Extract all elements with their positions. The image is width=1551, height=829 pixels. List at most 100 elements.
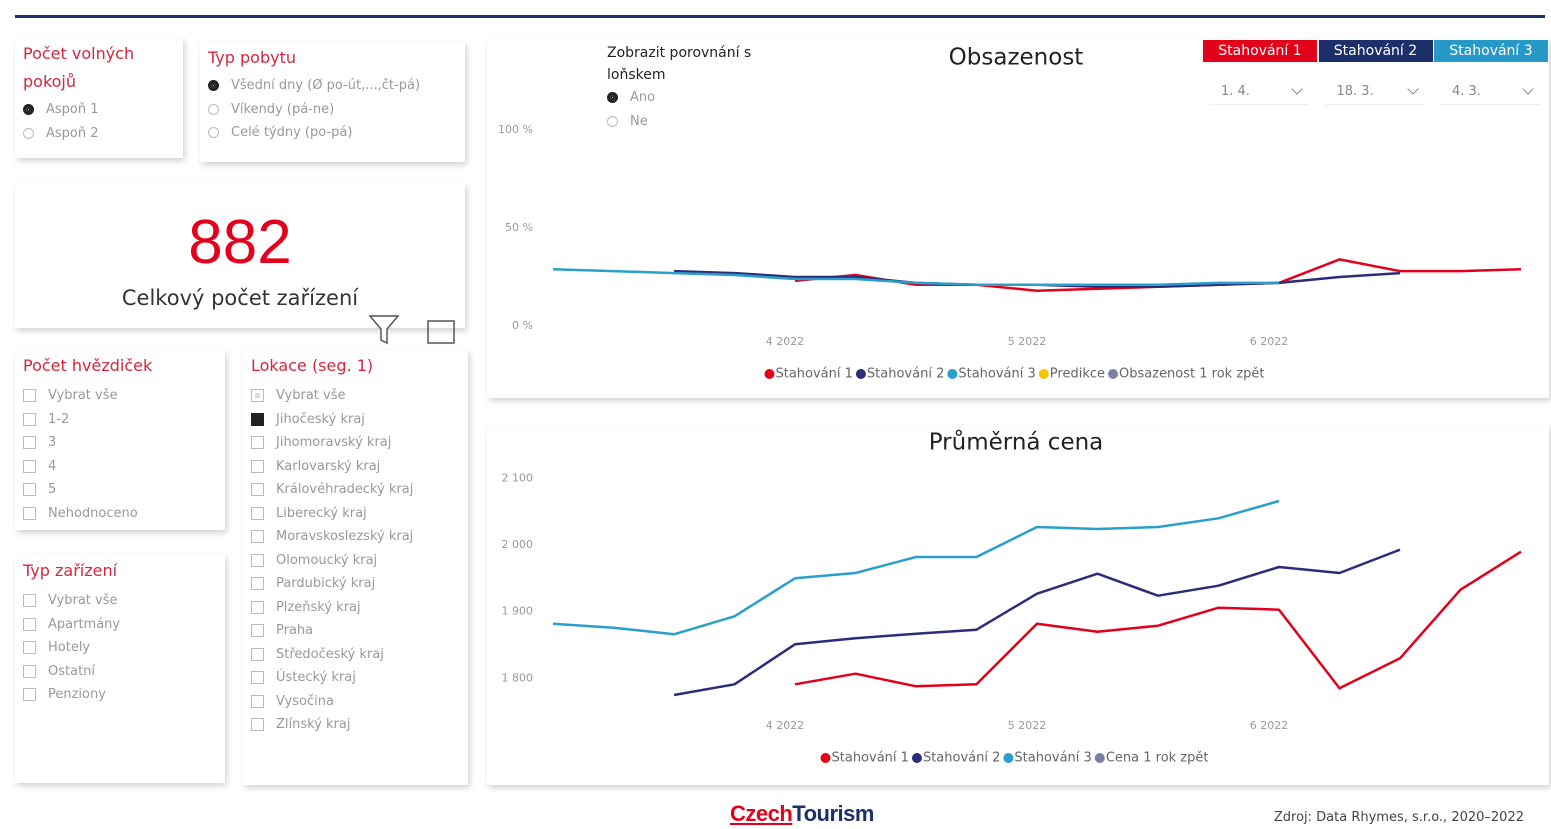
download-tab[interactable]: Stahování 3: [1434, 40, 1548, 62]
item-label[interactable]: Jihočeský kraj: [276, 411, 365, 427]
item-label[interactable]: Liberecký kraj: [276, 505, 367, 521]
checkbox[interactable]: [251, 553, 264, 567]
radio[interactable]: [23, 127, 34, 139]
visual-icons[interactable]: [368, 313, 458, 347]
item-label[interactable]: Ano: [630, 90, 656, 105]
checkbox[interactable]: [23, 412, 36, 426]
checkbox[interactable]: [251, 506, 264, 520]
slicer-item[interactable]: Víkendy (pá-ne): [208, 98, 457, 122]
checkbox[interactable]: [23, 641, 36, 655]
radio[interactable]: [208, 127, 219, 139]
download-tab[interactable]: Stahování 1: [1203, 40, 1317, 62]
slicer-item[interactable]: Celé týdny (po-pá): [208, 121, 457, 145]
item-label[interactable]: Praha: [276, 623, 314, 638]
item-label[interactable]: Středočeský kraj: [276, 646, 384, 662]
checkbox[interactable]: [251, 600, 264, 614]
chevron[interactable]: [1406, 83, 1419, 95]
slicer-item[interactable]: Liberecký kraj: [251, 502, 460, 526]
checkbox[interactable]: [251, 436, 264, 450]
slicer-item[interactable]: Královéhradecký kraj: [251, 478, 460, 502]
slicer-item[interactable]: 1-2: [23, 408, 217, 432]
checkbox[interactable]: [251, 412, 264, 426]
slicer-item[interactable]: 3: [23, 431, 217, 455]
slicer-item[interactable]: Nehodnoceno: [23, 502, 217, 526]
dropdown-value[interactable]: 1. 4.: [1221, 84, 1250, 99]
slicer-item[interactable]: Vybrat vše: [23, 384, 217, 408]
checkbox[interactable]: [251, 577, 264, 591]
item-label[interactable]: Apartmány: [48, 616, 121, 632]
radio[interactable]: [607, 92, 618, 104]
item-label[interactable]: Plzeňský kraj: [276, 599, 361, 615]
checkbox[interactable]: [23, 436, 36, 450]
checkbox[interactable]: [23, 664, 36, 678]
item-label[interactable]: Ostatní: [48, 663, 96, 679]
item-label[interactable]: 3: [48, 435, 57, 450]
item-label[interactable]: Ústecký kraj: [276, 670, 356, 685]
checkbox[interactable]: [251, 647, 264, 661]
checkbox[interactable]: [251, 459, 264, 473]
checkbox[interactable]: [23, 389, 36, 403]
item-label[interactable]: Vybrat vše: [276, 388, 346, 403]
radio[interactable]: [23, 104, 34, 116]
filter-icon[interactable]: [368, 315, 400, 345]
slicer-item[interactable]: Všední dny (Ø po-út,...,čt-pá): [208, 74, 457, 98]
slicer-item[interactable]: Vysočina: [251, 690, 460, 714]
item-label[interactable]: Hotely: [48, 640, 91, 655]
slicer-item[interactable]: Jihomoravský kraj: [251, 431, 460, 455]
slicer-item[interactable]: Plzeňský kraj: [251, 596, 460, 620]
item-label[interactable]: Karlovarský kraj: [276, 458, 381, 474]
dropdown-value[interactable]: 4. 3.: [1452, 84, 1481, 99]
radio[interactable]: [208, 103, 219, 115]
item-label[interactable]: Olomoucký kraj: [276, 552, 378, 568]
checkbox[interactable]: [23, 483, 36, 497]
chevron[interactable]: [1522, 83, 1534, 95]
item-label[interactable]: Pardubický kraj: [276, 576, 376, 591]
item-label[interactable]: Nehodnoceno: [48, 505, 138, 521]
slicer-item[interactable]: 5: [23, 478, 217, 502]
slicer-item[interactable]: Praha: [251, 619, 460, 643]
checkbox[interactable]: [251, 694, 264, 708]
slicer-item[interactable]: Karlovarský kraj: [251, 455, 460, 479]
item-label[interactable]: Aspoň 2: [46, 125, 99, 141]
item-label[interactable]: Vybrat vše: [48, 593, 118, 608]
slicer-item[interactable]: Apartmány: [23, 613, 217, 637]
chevron[interactable]: [1291, 83, 1303, 95]
slicer-item[interactable]: Středočeský kraj: [251, 643, 460, 667]
checkbox[interactable]: [23, 459, 36, 473]
radio[interactable]: [607, 115, 618, 127]
radio[interactable]: [208, 80, 219, 92]
slicer-item[interactable]: Penziony: [23, 683, 217, 707]
item-label[interactable]: Všední dny (Ø po-út,...,čt-pá): [231, 78, 421, 93]
item-label[interactable]: Celé týdny (po-pá): [231, 125, 353, 140]
slicer-item[interactable]: Vybrat vše: [251, 384, 460, 408]
dropdown-value[interactable]: 18. 3.: [1336, 84, 1374, 99]
checkbox[interactable]: [251, 530, 264, 544]
item-label[interactable]: Zlínský kraj: [276, 717, 351, 732]
slicer-item[interactable]: Hotely: [23, 636, 217, 660]
item-label[interactable]: Ne: [630, 113, 648, 129]
checkbox[interactable]: [251, 718, 264, 732]
slicer-item[interactable]: Aspoň 2: [23, 122, 175, 146]
slicer-item[interactable]: Moravskoslezský kraj: [251, 525, 460, 549]
item-label[interactable]: Královéhradecký kraj: [276, 482, 414, 497]
item-label[interactable]: 1-2: [48, 411, 70, 427]
checkbox[interactable]: [251, 624, 264, 638]
slicer-item[interactable]: Pardubický kraj: [251, 572, 460, 596]
item-label[interactable]: Penziony: [48, 687, 106, 702]
slicer-item[interactable]: Zlínský kraj: [251, 713, 460, 737]
item-label[interactable]: 4: [48, 458, 57, 474]
slicer-item[interactable]: Olomoucký kraj: [251, 549, 460, 573]
item-label[interactable]: Vysočina: [276, 693, 334, 709]
item-label[interactable]: Vybrat vše: [48, 388, 118, 403]
slicer-item[interactable]: 4: [23, 455, 217, 479]
focus-icon[interactable]: [427, 320, 455, 344]
item-label[interactable]: 5: [48, 482, 57, 497]
item-label[interactable]: Moravskoslezský kraj: [276, 529, 414, 544]
slicer-item[interactable]: Aspoň 1: [23, 98, 175, 122]
checkbox[interactable]: [23, 617, 36, 631]
checkbox[interactable]: [23, 594, 36, 608]
slicer-item[interactable]: Jihočeský kraj: [251, 408, 460, 432]
slicer-item[interactable]: Ne: [607, 110, 777, 134]
item-label[interactable]: Víkendy (pá-ne): [231, 101, 335, 117]
checkbox[interactable]: [251, 389, 264, 403]
